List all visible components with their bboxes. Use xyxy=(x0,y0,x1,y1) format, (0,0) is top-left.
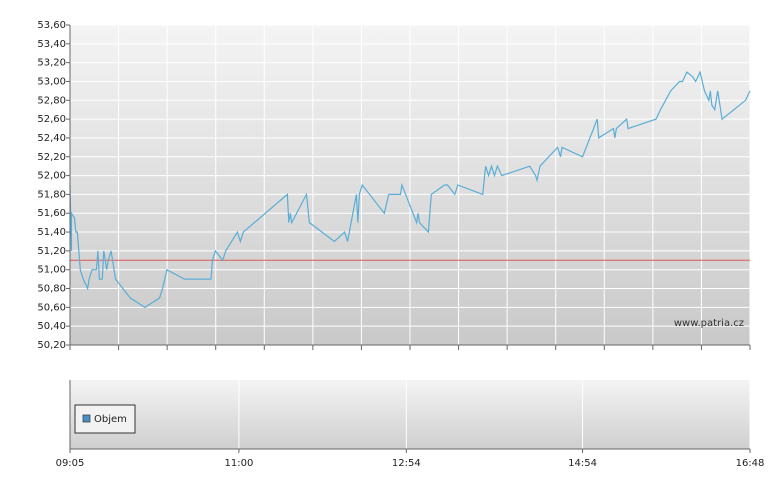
y-tick-label: 51,80 xyxy=(37,189,66,200)
x-tick-label: 11:00 xyxy=(224,458,253,469)
y-tick-label: 51,60 xyxy=(37,208,66,219)
volume-panel xyxy=(70,380,750,449)
legend-label: Objem xyxy=(94,414,127,425)
price-line xyxy=(69,70,751,309)
y-tick-label: 51,20 xyxy=(37,246,66,257)
x-tick-label: 14:54 xyxy=(568,458,597,469)
x-tick-label: 09:05 xyxy=(56,458,85,469)
y-tick-label: 52,00 xyxy=(37,171,66,182)
x-tick-label: 16:48 xyxy=(736,458,765,469)
y-tick-label: 51,00 xyxy=(37,265,66,276)
y-tick-label: 50,60 xyxy=(37,302,66,313)
y-tick-label: 53,60 xyxy=(37,20,66,31)
y-tick-label: 52,80 xyxy=(37,95,66,106)
y-tick-label: 53,00 xyxy=(37,76,66,87)
y-tick-label: 50,80 xyxy=(37,284,66,295)
y-tick-label: 51,40 xyxy=(37,227,66,238)
y-tick-label: 50,40 xyxy=(37,321,66,332)
x-tick-label: 12:54 xyxy=(392,458,421,469)
y-tick-label: 52,60 xyxy=(37,114,66,125)
watermark: www.patria.cz xyxy=(674,318,744,329)
y-tick-label: 53,20 xyxy=(37,58,66,69)
legend-swatch xyxy=(82,414,91,423)
y-tick-label: 52,40 xyxy=(37,133,66,144)
y-tick-label: 50,20 xyxy=(37,340,66,351)
y-tick-label: 52,20 xyxy=(37,152,66,163)
y-tick-label: 53,40 xyxy=(37,39,66,50)
